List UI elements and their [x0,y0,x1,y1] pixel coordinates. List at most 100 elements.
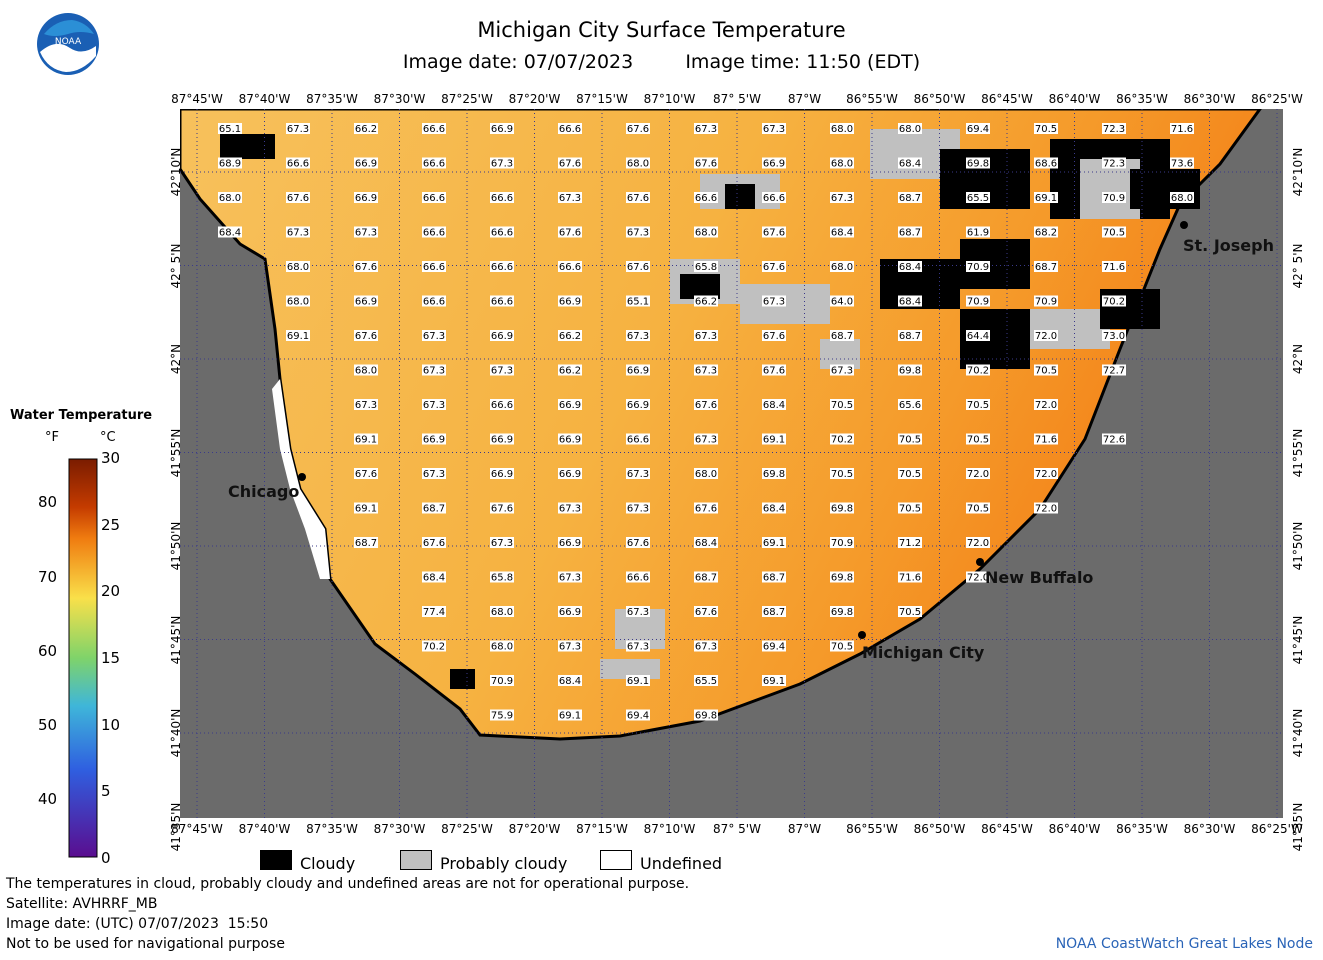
temperature-value: 67.3 [422,364,446,377]
temperature-value: 68.7 [422,502,446,515]
temperature-value: 67.6 [626,261,650,273]
longitude-tick-label: 87°W [787,92,822,106]
footer-note: The temperatures in cloud, probably clou… [6,876,690,892]
longitude-tick-label: 87°10'W [643,92,696,106]
temperature-value: 67.6 [354,330,378,342]
svg-text:70.9: 70.9 [967,297,989,308]
longitude-tick-label: 87°25'W [441,92,493,106]
temperature-value: 67.3 [830,192,854,204]
svg-text:66.6: 66.6 [491,228,513,239]
svg-text:72.3: 72.3 [1103,124,1125,135]
svg-text:70.5: 70.5 [967,400,989,411]
temperature-value: 69.8 [966,157,990,170]
svg-text:67.6: 67.6 [559,159,581,170]
temperature-value: 70.5 [830,640,854,653]
svg-text:68.7: 68.7 [355,538,377,549]
temperature-value: 67.6 [694,606,718,618]
temperature-value: 73.6 [1170,157,1194,170]
longitude-tick-label: 86°30'W [1183,92,1236,106]
svg-text:68.0: 68.0 [491,607,513,618]
svg-text:69.8: 69.8 [831,573,853,584]
svg-text:70.5: 70.5 [899,504,921,515]
svg-text:70.5: 70.5 [899,607,921,618]
colorbar-f-tick: 50 [38,715,58,734]
city-label-st-joseph: St. Joseph [1183,236,1274,255]
temperature-value: 68.7 [354,537,378,549]
temperature-value: 70.9 [966,261,990,273]
svg-text:69.1: 69.1 [627,676,649,687]
temperature-value: 70.5 [830,399,854,411]
svg-text:66.6: 66.6 [491,262,513,273]
svg-text:67.3: 67.3 [423,400,445,411]
temperature-value: 70.2 [966,364,990,377]
svg-text:68.4: 68.4 [899,297,921,308]
svg-text:68.4: 68.4 [899,159,921,170]
svg-text:68.4: 68.4 [219,228,241,239]
legend-swatch-probably-cloudy [400,850,432,870]
svg-text:67.6: 67.6 [627,124,649,135]
svg-text:69.1: 69.1 [763,435,785,446]
temperature-value: 69.1 [558,709,582,722]
svg-text:67.3: 67.3 [355,400,377,411]
svg-text:66.6: 66.6 [423,193,445,204]
temperature-value: 68.9 [218,157,242,170]
svg-text:66.2: 66.2 [559,331,581,342]
michigan-city-marker [858,631,866,639]
colorbar-c-tick: 30 [101,449,121,467]
svg-text:70.5: 70.5 [1035,124,1057,135]
svg-text:71.6: 71.6 [1035,435,1057,446]
longitude-tick-label: 87°10'W [643,822,696,836]
temperature-value: 67.6 [762,330,786,342]
longitude-tick-label: 86°55'W [846,822,898,836]
longitude-tick-label: 87° 5'W [713,822,761,836]
svg-text:68.6: 68.6 [1035,159,1057,170]
longitude-tick-label: 87°W [787,822,822,836]
temperature-value: 66.6 [490,192,514,204]
temperature-value: 69.1 [626,675,650,687]
temperature-value: 67.3 [354,399,378,411]
svg-text:68.4: 68.4 [763,400,785,411]
temperature-value: 70.5 [898,502,922,515]
temperature-value: 70.9 [1034,295,1058,308]
temperature-value: 66.6 [286,157,310,170]
svg-text:70.2: 70.2 [967,366,989,377]
longitude-tick-label: 86°35'W [1116,822,1168,836]
temperature-value: 65.5 [694,675,718,687]
temperature-value: 68.0 [830,261,854,273]
svg-text:67.3: 67.3 [627,607,649,618]
temperature-value: 69.4 [966,123,990,135]
colorbar-unit-f: °F [45,430,59,445]
svg-text:68.0: 68.0 [695,469,717,480]
temperature-value: 70.5 [1034,364,1058,377]
svg-text:66.6: 66.6 [627,573,649,584]
temperature-value: 67.6 [762,364,786,377]
longitude-tick-label: 86°40'W [1048,822,1101,836]
svg-text:67.6: 67.6 [763,331,785,342]
temperature-value: 68.7 [762,571,786,584]
svg-text:70.5: 70.5 [831,642,853,653]
temperature-value: 68.4 [762,502,786,515]
temperature-value: 65.5 [966,192,990,204]
temperature-value: 68.0 [354,364,378,377]
latitude-tick-label: 41°55'N [1291,428,1305,477]
svg-text:69.1: 69.1 [1035,193,1057,204]
svg-text:67.3: 67.3 [627,331,649,342]
temperature-value: 72.0 [1034,330,1058,342]
temperature-value: 66.9 [558,606,582,618]
temperature-value: 70.5 [966,399,990,411]
longitude-tick-label: 87°25'W [441,822,493,836]
temperature-value: 69.8 [830,606,854,618]
temperature-value: 68.4 [830,226,854,239]
latitude-tick-label: 41°40'N [1291,708,1305,758]
temperature-value: 67.3 [694,640,718,653]
svg-text:68.4: 68.4 [423,573,445,584]
longitude-tick-label: 87°20'W [508,822,561,836]
latitude-tick-label: 41°35'N [1291,802,1305,851]
temperature-value: 65.1 [626,295,650,308]
temperature-value: 67.3 [694,364,718,377]
longitude-tick-label: 86°25'W [1251,822,1303,836]
temperature-value: 77.4 [422,606,446,618]
svg-text:66.2: 66.2 [559,366,581,377]
footer-credit: NOAA CoastWatch Great Lakes Node [1055,936,1313,952]
temperature-value: 67.6 [422,537,446,549]
